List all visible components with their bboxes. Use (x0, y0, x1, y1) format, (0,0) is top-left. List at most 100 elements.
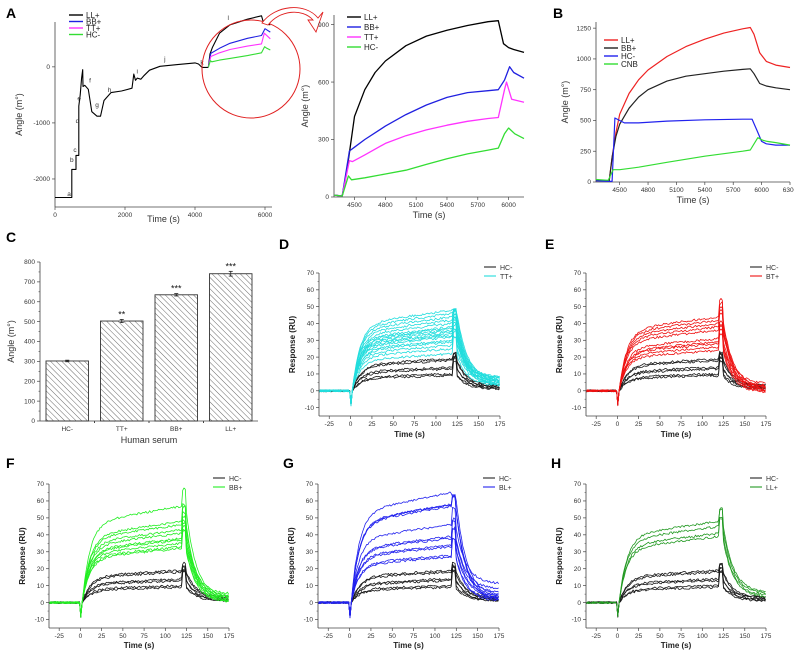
x-tick-label: 150 (739, 633, 750, 640)
y-tick-label: 0 (310, 388, 314, 395)
x-tick-label: BB+ (170, 426, 183, 433)
y-axis-label: Response (RU) (18, 527, 27, 585)
x-tick-label: 150 (202, 633, 213, 640)
b-series-LL+ (596, 26, 791, 182)
x-tick-label: 100 (431, 421, 442, 428)
x-axis-label: Time (s) (147, 214, 180, 224)
y-tick-label: 50 (574, 515, 582, 522)
inset-series-TT+ (333, 81, 525, 197)
x-tick-label: 75 (410, 633, 418, 640)
x-tick-label: 6000 (501, 202, 516, 209)
x-tick-label: 25 (98, 633, 106, 640)
sample-curve (49, 487, 229, 616)
legend-label: LL+ (86, 11, 100, 20)
y-tick-label: 250 (580, 148, 591, 155)
x-tick-label: 100 (160, 633, 171, 640)
y-tick-label: -10 (572, 617, 582, 624)
y-tick-label: -10 (304, 617, 314, 624)
step-label: f (89, 78, 91, 85)
x-tick-label: 25 (368, 421, 376, 428)
y-tick-label: 40 (306, 532, 314, 539)
x-axis-label: Time (s) (413, 210, 446, 220)
x-tick-label: 2000 (118, 212, 133, 219)
x-axis-label: Human serum (121, 435, 178, 445)
y-axis-label: Response (RU) (287, 527, 296, 585)
legend-label: TT+ (86, 24, 101, 33)
series-ll-negpos (207, 15, 271, 68)
y-tick-label: 0 (325, 194, 329, 201)
series-hc-neg (207, 46, 271, 68)
y-tick-label: 40 (37, 532, 45, 539)
series-tt-negpos (207, 32, 271, 68)
x-tick-label: 125 (718, 633, 729, 640)
inset-series-BB+ (333, 66, 525, 197)
sample-curve (586, 328, 766, 405)
y-axis-label: Response (RU) (288, 315, 297, 373)
y-tick-label: 400 (24, 339, 35, 346)
control-curve-hc (49, 565, 229, 617)
y-tick-label: -1000 (33, 120, 50, 127)
y-tick-label: 0 (40, 600, 44, 607)
series-group (586, 507, 766, 618)
y-tick-label: 60 (574, 498, 582, 505)
legend-label: HC- (86, 31, 101, 40)
b-series-HC- (595, 117, 790, 182)
y-tick-label: 0 (309, 600, 313, 607)
y-tick-label: -2000 (33, 176, 50, 183)
y-tick-label: 10 (37, 583, 45, 590)
step-label: a (67, 191, 71, 198)
y-tick-label: 60 (306, 498, 314, 505)
y-tick-label: 70 (574, 270, 582, 277)
y-tick-label: 500 (24, 319, 35, 326)
legend-label: LL+ (766, 485, 778, 492)
inset-series-LL+ (333, 20, 525, 197)
sample-curve (318, 491, 499, 615)
x-tick-label: 0 (616, 633, 620, 640)
y-tick-label: 1250 (577, 25, 592, 32)
control-curve-hc (586, 562, 766, 618)
sample-curve (586, 508, 766, 617)
x-tick-label: HC- (61, 426, 73, 433)
bar (45, 360, 89, 422)
sample-curve (586, 309, 766, 404)
step-label: g (95, 102, 99, 109)
x-axis-label: Time (s) (394, 430, 425, 439)
series-bb-negpos (207, 28, 271, 68)
y-tick-label: 750 (580, 87, 591, 94)
legend-label: HC- (229, 476, 242, 483)
step-label: c (73, 147, 77, 154)
y-tick-label: 20 (307, 354, 315, 361)
step-label: l (228, 15, 230, 22)
series-baseline (55, 62, 209, 199)
y-tick-label: 60 (37, 498, 45, 505)
legend-label: BB+ (364, 23, 380, 32)
y-tick-label: 30 (307, 337, 315, 344)
inset-series-HC- (333, 127, 525, 197)
x-tick-label: 125 (452, 421, 463, 428)
step-label: e (77, 95, 81, 102)
x-axis-label: Time (s) (661, 641, 692, 650)
series-group (319, 307, 500, 407)
y-tick-label: 700 (24, 279, 35, 286)
sample-curve (586, 507, 766, 617)
y-axis-label: Angle (m°) (300, 85, 310, 128)
x-tick-label: 175 (495, 421, 506, 428)
y-tick-label: 10 (307, 371, 315, 378)
panel-label-h: H (551, 455, 561, 471)
step-label: d (76, 118, 80, 125)
y-tick-label: 60 (307, 287, 315, 294)
x-axis-label: Time (s) (124, 641, 155, 650)
y-axis-label: Angle (m°) (14, 93, 24, 136)
legend-label: BL+ (499, 485, 512, 492)
x-tick-label: 75 (140, 633, 148, 640)
sample-curve (586, 305, 766, 404)
panel-label-c: C (6, 229, 16, 245)
panel-label-e: E (545, 236, 554, 252)
x-tick-label: 125 (181, 633, 192, 640)
x-tick-label: 0 (53, 212, 57, 219)
x-tick-label: 4800 (378, 202, 393, 209)
x-tick-label: -25 (324, 633, 334, 640)
y-tick-label: 70 (307, 270, 315, 277)
control-curve-hc (586, 569, 766, 617)
x-tick-label: 5700 (726, 187, 741, 194)
